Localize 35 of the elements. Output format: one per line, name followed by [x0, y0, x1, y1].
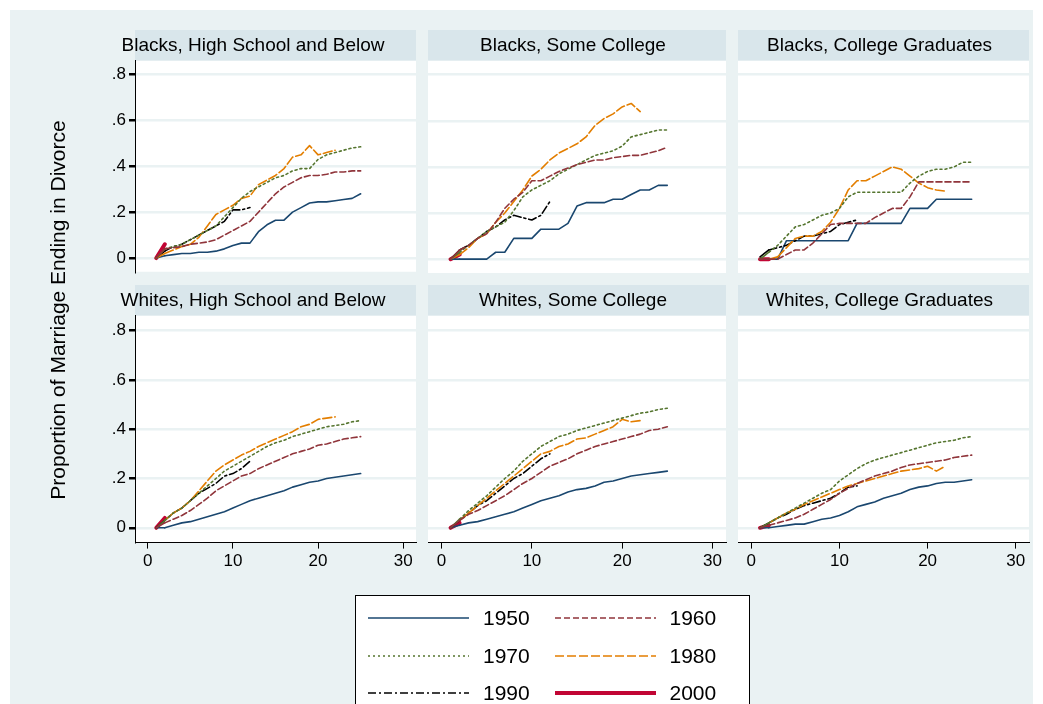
x-tick-label: 20 — [308, 551, 328, 571]
y-tick-label: .4 — [111, 418, 126, 438]
chart-title: Blacks, College Graduates — [767, 33, 992, 55]
legend-label: 2000 — [669, 681, 717, 704]
x-tick-label: 20 — [612, 551, 632, 571]
y-tick-label: .6 — [111, 369, 126, 389]
y-tick-label: 0 — [116, 247, 126, 267]
legend-label: 1980 — [669, 643, 717, 668]
legend-label: 1990 — [483, 681, 530, 704]
y-axis-title: Proportion of Marriage Ending in Divorce — [46, 120, 70, 500]
x-tick-label: 0 — [436, 551, 447, 571]
legend-label: 1950 — [483, 606, 530, 630]
y-tick-label: .8 — [111, 64, 126, 84]
x-tick-label: 20 — [918, 551, 938, 571]
x-tick-label: 0 — [143, 551, 153, 571]
x-tick-label: 10 — [522, 551, 542, 571]
chart-title: Whites, High School and Below — [120, 288, 386, 310]
x-tick-label: 30 — [1006, 551, 1026, 571]
y-tick-label: .8 — [111, 320, 126, 340]
chart-title: Whites, Some College — [479, 288, 667, 310]
y-tick-label: .2 — [111, 201, 126, 221]
chart-title: Whites, College Graduates — [765, 288, 994, 310]
x-tick-label: 0 — [746, 551, 756, 571]
chart-title: Blacks, Some College — [480, 33, 666, 55]
y-tick-label: 0 — [116, 517, 126, 537]
y-tick-label: .4 — [111, 155, 126, 175]
legend-label: 1970 — [483, 643, 530, 668]
x-tick-label: 10 — [829, 551, 849, 571]
x-tick-label: 30 — [393, 551, 413, 571]
x-tick-label: 10 — [223, 551, 243, 571]
x-tick-label: 30 — [702, 551, 722, 571]
chart-title: Blacks, High School and Below — [121, 33, 385, 55]
legend-label: 1960 — [669, 606, 717, 630]
y-tick-label: .6 — [111, 110, 126, 130]
y-tick-label: .2 — [111, 468, 126, 488]
